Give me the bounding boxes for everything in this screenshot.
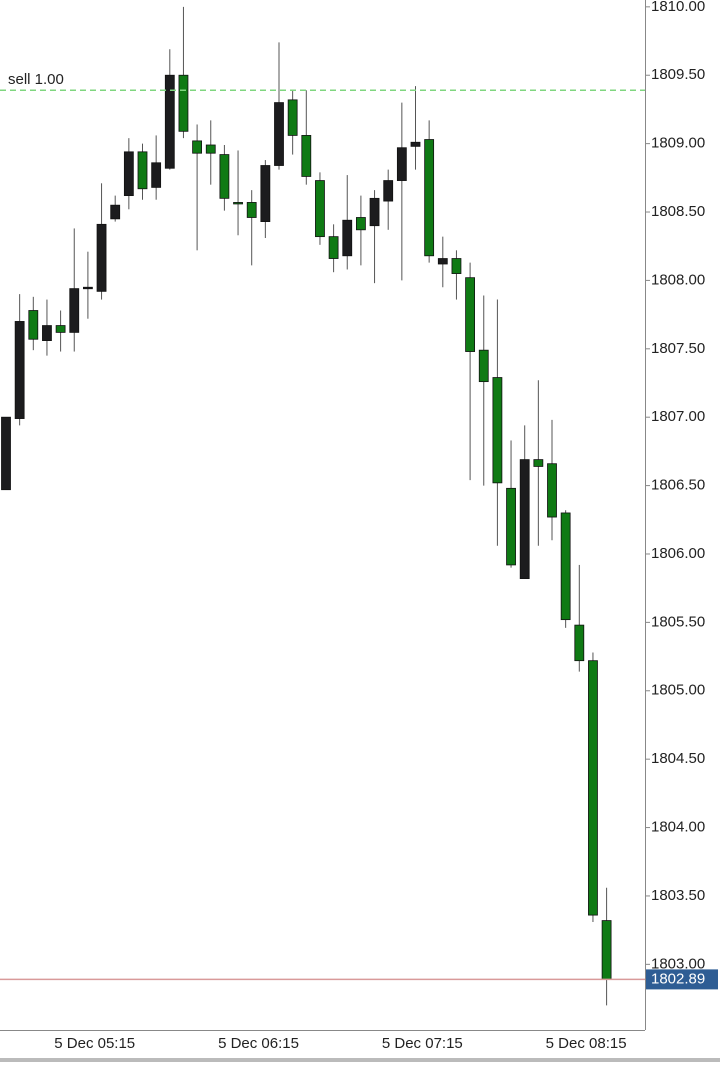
candle-body <box>451 258 462 274</box>
candle-body <box>1 416 11 491</box>
candle-body <box>383 180 394 202</box>
candle-body <box>96 223 107 292</box>
y-tick-label: 1809.00 <box>651 135 705 152</box>
y-tick-label: 1804.50 <box>651 750 705 767</box>
y-tick-label: 1803.00 <box>651 955 705 972</box>
candle-body <box>492 377 503 484</box>
y-tick-label: 1806.50 <box>651 477 705 494</box>
bottom-bar <box>0 1058 720 1062</box>
candle-body <box>14 321 25 419</box>
candle-body <box>519 459 530 580</box>
candle-body <box>151 162 162 188</box>
candle-body <box>55 325 66 333</box>
y-tick-label: 1807.50 <box>651 340 705 357</box>
candle-body <box>369 197 380 227</box>
candle-body <box>410 141 421 147</box>
order-label: sell 1.00 <box>8 71 64 88</box>
candle-body <box>424 139 435 257</box>
candle-body <box>219 154 230 199</box>
candle-body <box>83 286 93 290</box>
candle-body <box>137 151 148 190</box>
candle-body <box>315 180 325 238</box>
candle-body <box>355 217 366 231</box>
y-tick-label: 1805.50 <box>651 613 705 630</box>
candle-body <box>287 99 298 136</box>
x-tick-label: 5 Dec 06:15 <box>218 1035 299 1052</box>
x-tick-label: 5 Dec 07:15 <box>382 1035 463 1052</box>
candle-body <box>601 920 612 980</box>
candle-body <box>478 349 489 383</box>
candle-body <box>123 151 134 197</box>
candle-body <box>205 144 216 154</box>
last-price-label: 1802.89 <box>651 970 705 987</box>
y-tick-label: 1803.50 <box>651 887 705 904</box>
candle-body <box>110 204 121 220</box>
y-tick-label: 1807.00 <box>651 408 705 425</box>
candle-body <box>465 277 476 352</box>
y-tick-label: 1804.00 <box>651 819 705 836</box>
candle-body <box>396 147 407 181</box>
last-price-box <box>646 969 718 990</box>
candle-body <box>233 202 243 205</box>
candle-body <box>342 219 353 257</box>
y-tick-label: 1810.00 <box>651 0 705 15</box>
candle-body <box>506 487 516 566</box>
candle-body <box>274 102 284 166</box>
candle-body <box>260 165 271 222</box>
candle-body <box>437 258 448 265</box>
candle-body <box>28 310 39 340</box>
candle-body <box>178 74 189 132</box>
candle-body <box>588 660 598 916</box>
candle-body <box>560 512 571 621</box>
x-tick-label: 5 Dec 05:15 <box>54 1035 135 1052</box>
y-tick-label: 1809.50 <box>651 66 705 83</box>
y-tick-label: 1806.00 <box>651 545 705 562</box>
candle-body <box>328 236 339 259</box>
candle-body <box>533 459 544 467</box>
candle-body <box>192 140 203 154</box>
x-tick-label: 5 Dec 08:15 <box>546 1035 627 1052</box>
candle-body <box>246 202 257 218</box>
candle-body <box>42 325 52 341</box>
candle-body <box>574 624 585 662</box>
y-tick-label: 1808.50 <box>651 203 705 220</box>
y-tick-label: 1805.00 <box>651 682 705 699</box>
candle-body <box>69 288 80 333</box>
candle-body <box>301 135 312 177</box>
y-tick-label: 1808.00 <box>651 271 705 288</box>
candle-body <box>164 74 175 169</box>
candle-body <box>547 463 557 518</box>
